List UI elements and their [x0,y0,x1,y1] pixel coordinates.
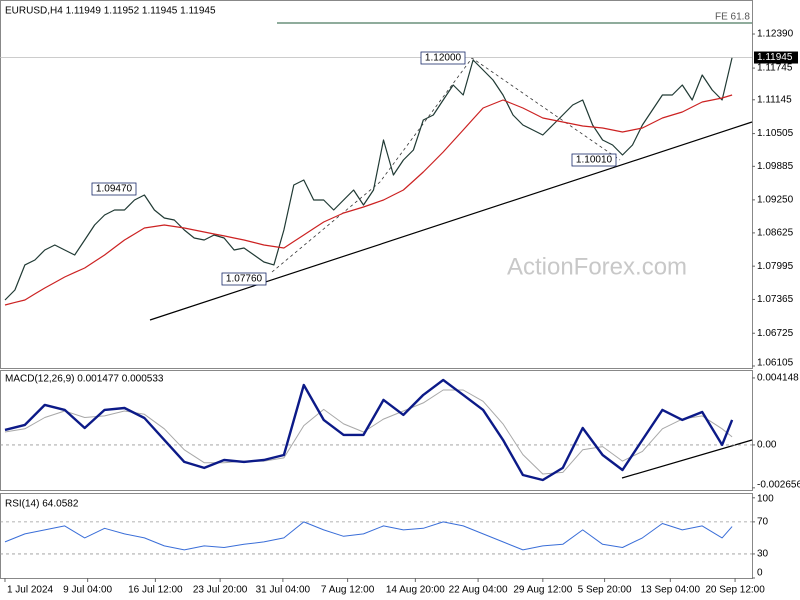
annotation: 1.12000 [425,53,462,64]
y-tick-label: 0 [757,568,763,579]
x-tick-label: 22 Aug 04:00 [449,585,508,596]
y-tick-label: 0.00 [757,440,777,451]
series-line [4,389,733,475]
annotation-box [221,272,267,286]
y-tick-label: 30 [757,549,769,560]
y-tick-label: 1.09250 [757,195,794,206]
x-tick-label: 20 Sep 12:00 [705,585,765,596]
y-tick-label: 1.07365 [757,294,794,305]
annotation-box [571,153,617,167]
annotation: 1.07760 [226,274,263,285]
x-tick-label: 16 Jul 12:00 [128,585,183,596]
y-tick-label: 100 [757,494,774,505]
rsi-title: RSI(14) 64.0582 [5,499,79,510]
x-tick-label: 29 Aug 12:00 [513,585,572,596]
x-tick-label: 23 Jul 20:00 [193,585,248,596]
y-tick-label: 1.07995 [757,261,794,272]
y-tick-label: 1.11745 [757,63,793,74]
series-line [4,57,733,301]
series-line [4,521,733,551]
series-line [4,94,733,306]
x-tick-label: 1 Jul 2024 [7,585,54,596]
y-tick-label: 1.06725 [757,328,794,339]
y-tick-label: 1.11145 [757,94,792,105]
x-tick-label: 13 Sep 04:00 [641,585,701,596]
y-tick-label: 1.06105 [757,358,794,369]
annotation: 1.10010 [576,155,613,166]
annotation: FE 61.8 [715,12,750,23]
y-tick-label: -0.002656 [757,480,800,491]
x-tick-label: 5 Sep 20:00 [578,585,632,596]
macd-trend-line [621,439,753,479]
price-panel [0,0,753,369]
trend-line [149,121,753,321]
y-tick-label: 0.004148 [757,373,799,384]
x-tick-label: 9 Jul 04:00 [63,585,112,596]
macd-title: MACD(12,26,9) 0.001477 0.000533 [5,374,164,385]
chart-title: EURUSD,H4 1.11949 1.11952 1.11945 1.1194… [5,6,216,17]
x-tick-label: 31 Jul 04:00 [256,585,311,596]
swing-line [271,57,621,273]
rsi-panel [0,493,753,579]
y-tick-label: 1.08625 [757,228,794,239]
annotation: 1.09470 [96,184,133,195]
macd-panel [0,370,753,491]
annotation-box [420,51,466,65]
last-price-box [754,51,798,64]
annotation-box [91,182,137,196]
y-tick-label: 70 [757,517,769,528]
y-tick-label: 1.10505 [757,128,794,139]
series-line [4,378,734,482]
y-tick-label: 1.12390 [757,29,794,40]
x-tick-label: 14 Aug 20:00 [386,585,445,596]
watermark: ActionForex.com [507,253,687,280]
y-tick-label: 1.09885 [757,161,794,172]
last-price-label: 1.11945 [757,52,793,63]
x-tick-label: 7 Aug 12:00 [321,585,375,596]
